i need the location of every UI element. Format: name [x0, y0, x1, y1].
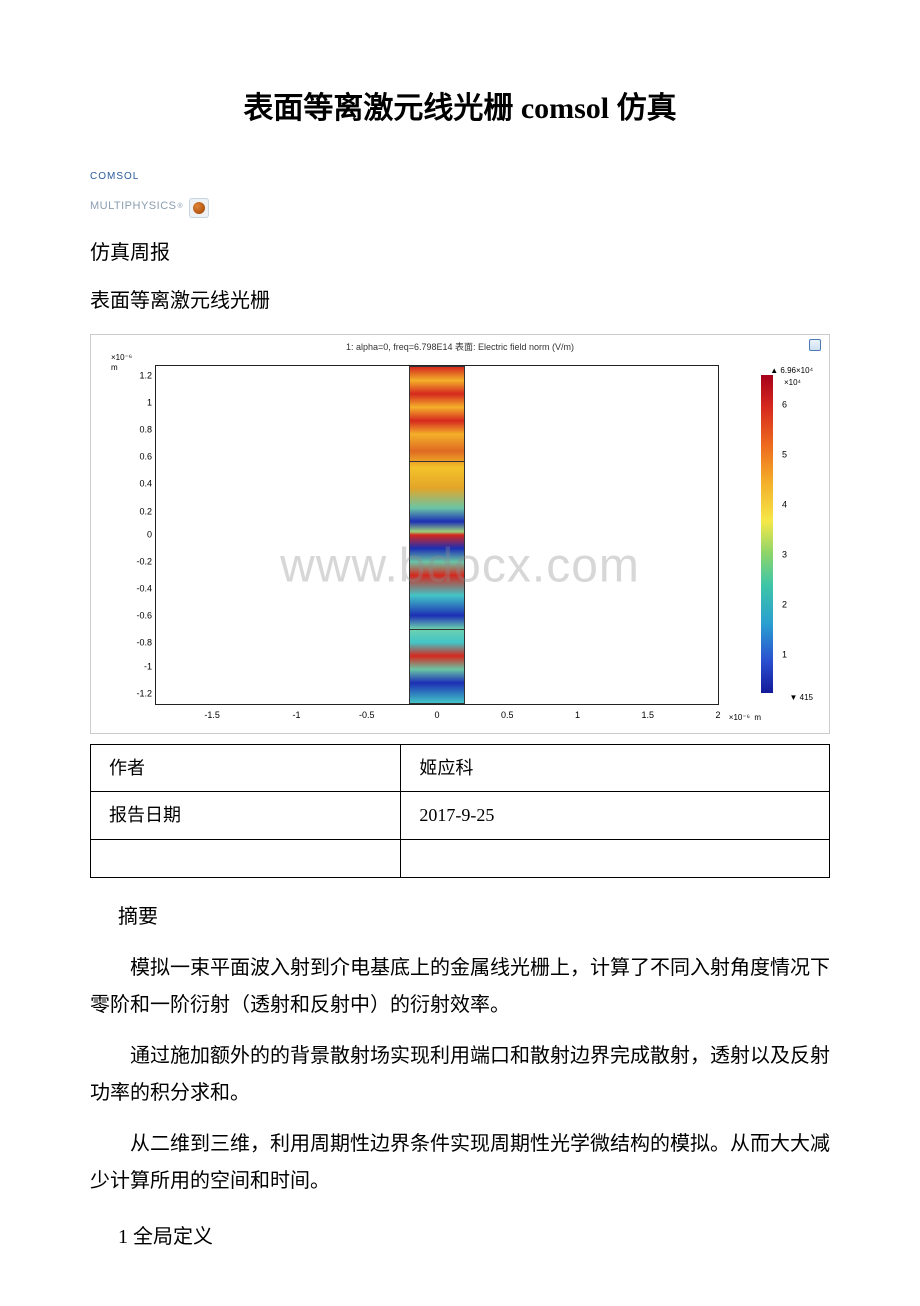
- abstract-p2: 通过施加额外的的背景散射场实现利用端口和散射边界完成散射，透射以及反射功率的积分…: [90, 1038, 830, 1112]
- ytick: 0: [147, 527, 156, 544]
- logo-bottom-text: MULTIPHYSICS®: [90, 196, 209, 217]
- abstract-p1: 模拟一束平面波入射到介电基底上的金属线光栅上，计算了不同入射角度情况下零阶和一阶…: [90, 950, 830, 1024]
- plot-area: 1.2 1 0.8 0.6 0.4 0.2 0 -0.2 -0.4 -0.6 -…: [155, 365, 719, 705]
- ytick: -0.2: [136, 554, 156, 571]
- colorbar-min: ▼ 415: [790, 690, 814, 705]
- ytick: 0.8: [139, 422, 156, 439]
- cb-tick: 2: [782, 597, 787, 614]
- ytick: -1: [144, 658, 156, 675]
- xtick: 0.5: [501, 704, 514, 724]
- xtick: -1: [292, 704, 300, 724]
- table-row: [91, 839, 830, 877]
- info-table: 作者 姬应科 报告日期 2017-9-25: [90, 744, 830, 877]
- x-scale-label: ×10⁻⁶ m: [729, 710, 761, 725]
- date-value: 2017-9-25: [401, 792, 830, 839]
- colorbar-unit: ×10⁴: [784, 375, 801, 390]
- xtick: -1.5: [204, 704, 220, 724]
- y-scale-text: ×10⁻⁶: [111, 353, 132, 362]
- date-label: 报告日期: [91, 792, 401, 839]
- ytick: -0.8: [136, 635, 156, 652]
- field-column: [409, 366, 465, 704]
- y-scale-label: ×10⁻⁶ m: [111, 353, 132, 372]
- abstract-heading: 摘要: [118, 898, 830, 936]
- ytick: 1.2: [139, 368, 156, 385]
- comsol-logo: COMSOL MULTIPHYSICS®: [90, 167, 860, 220]
- comsol-sphere-icon: [189, 198, 209, 218]
- table-row: 报告日期 2017-9-25: [91, 792, 830, 839]
- ytick: 0.4: [139, 476, 156, 493]
- efield-chart: 1: alpha=0, freq=6.798E14 表面: Electric f…: [90, 334, 830, 734]
- x-unit-text: m: [754, 713, 761, 722]
- cb-tick: 6: [782, 397, 787, 414]
- cb-tick: 3: [782, 547, 787, 564]
- logo-bottom-label: MULTIPHYSICS: [90, 196, 176, 217]
- cb-tick: 4: [782, 497, 787, 514]
- ytick: -0.4: [136, 581, 156, 598]
- xtick: 2: [715, 704, 720, 724]
- empty-cell: [91, 839, 401, 877]
- empty-cell: [401, 839, 830, 877]
- y-unit-text: m: [111, 363, 118, 372]
- page-title: 表面等离激元线光栅 comsol 仿真: [60, 80, 860, 137]
- cb-tick: 5: [782, 447, 787, 464]
- ytick: 1: [147, 395, 156, 412]
- xtick: 1.5: [641, 704, 654, 724]
- ytick: -1.2: [136, 686, 156, 703]
- xtick: 1: [575, 704, 580, 724]
- author-value: 姬应科: [401, 745, 830, 792]
- chart-title: 1: alpha=0, freq=6.798E14 表面: Electric f…: [91, 339, 829, 356]
- cb-tick: 1: [782, 647, 787, 664]
- xtick: -0.5: [359, 704, 375, 724]
- author-label: 作者: [91, 745, 401, 792]
- doc-subtitle: 表面等离激元线光栅: [90, 282, 860, 320]
- logo-top-text: COMSOL: [90, 167, 860, 186]
- section-1-heading: 1 全局定义: [118, 1218, 830, 1256]
- ytick: 0.2: [139, 503, 156, 520]
- colorbar: [761, 375, 773, 693]
- x-scale-text: ×10⁻⁶: [729, 713, 750, 722]
- expand-icon[interactable]: [809, 339, 821, 351]
- table-row: 作者 姬应科: [91, 745, 830, 792]
- xtick: 0: [434, 704, 439, 724]
- abstract-p3: 从二维到三维，利用周期性边界条件实现周期性光学微结构的模拟。从而大大减少计算所用…: [90, 1126, 830, 1200]
- ytick: -0.6: [136, 608, 156, 625]
- weekly-report-label: 仿真周报: [90, 234, 860, 272]
- ytick: 0.6: [139, 449, 156, 466]
